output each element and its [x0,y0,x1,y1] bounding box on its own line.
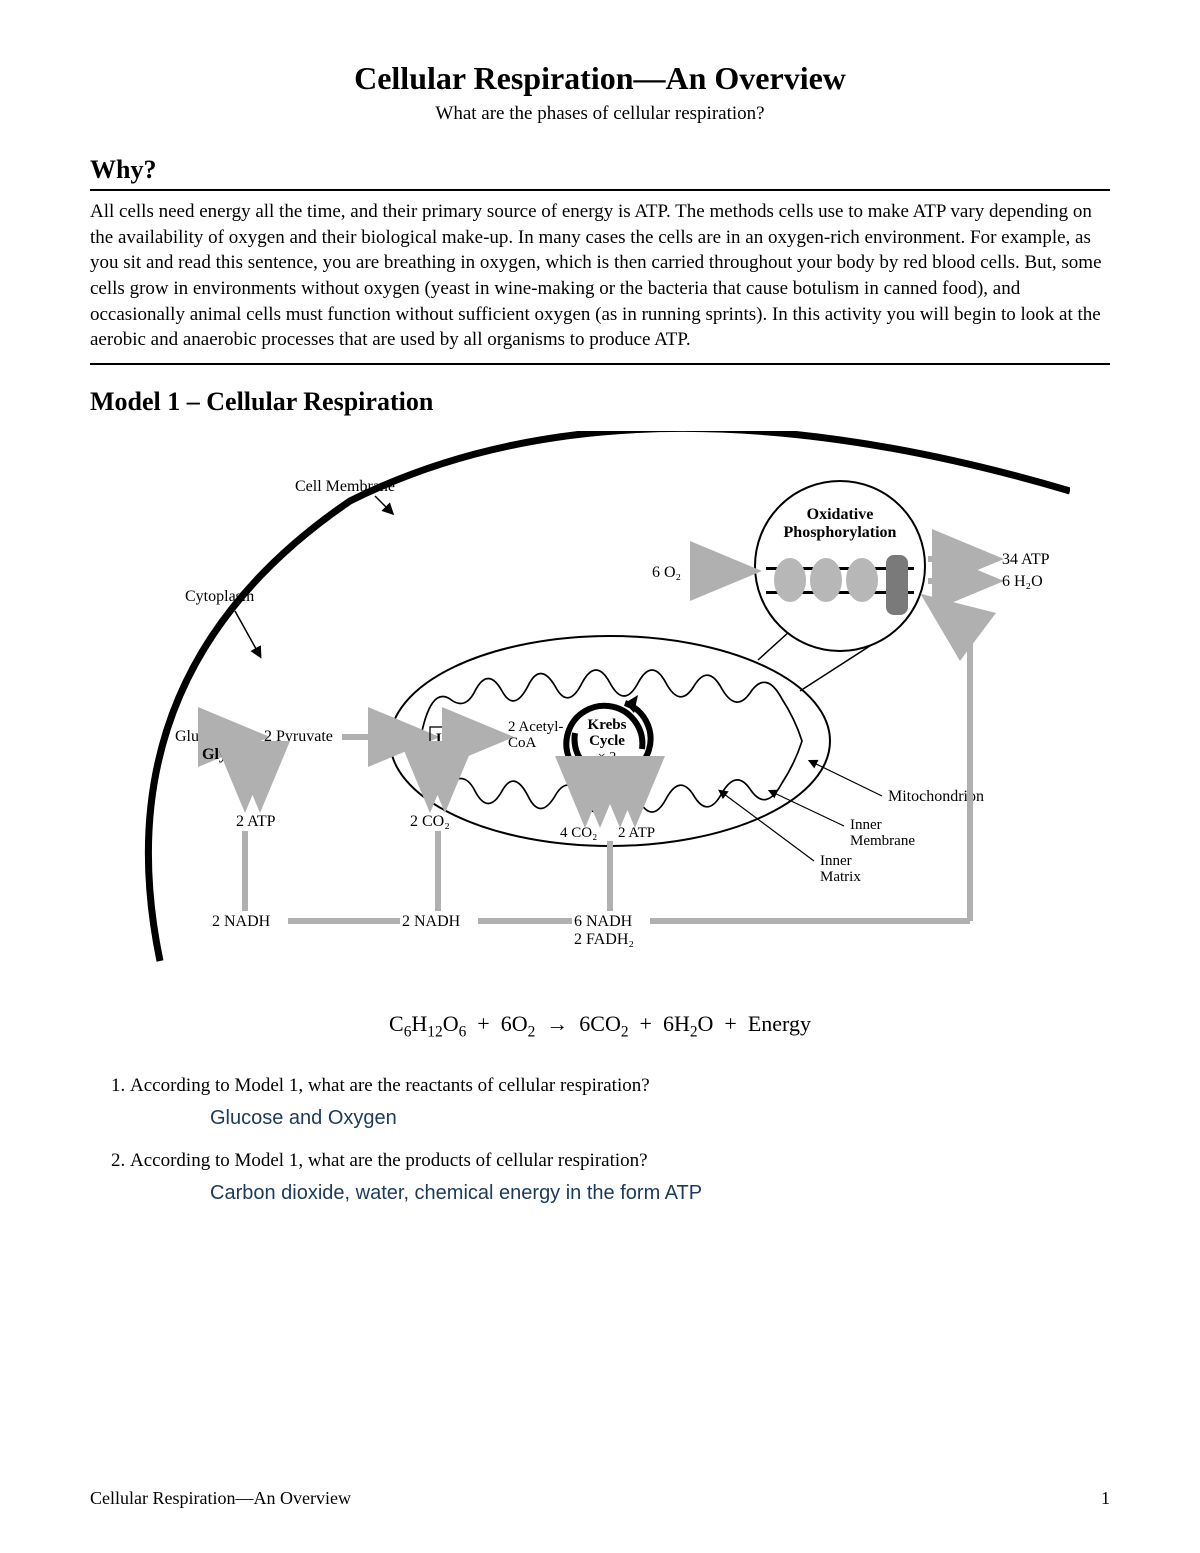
oxphos-protein-1 [774,558,806,602]
label-6o2: 6 O₂ [652,564,681,581]
label-glycolysis: Glycolysis [202,746,271,763]
pointer-inner-matrix [720,791,814,861]
question-1-text: According to Model 1, what are the react… [130,1075,650,1096]
page-footer: Cellular Respiration—An Overview 1 [90,1488,1110,1509]
page-title: Cellular Respiration—An Overview [90,60,1110,97]
oxphos-atp-synthase [886,555,908,615]
oxphos-protein-3 [846,558,878,602]
label-glucose: Glucose [175,728,227,745]
label-inner-membrane-2: Membrane [850,833,915,849]
label-oxidative: Oxidative [807,506,874,523]
question-2-text: According to Model 1, what are the produ… [130,1150,648,1171]
label-cytoplasm: Cytoplasm [185,588,255,605]
equation: C6H12O6 + 6O2 → 6CO2 + 6H2O + Energy [90,1011,1110,1041]
label-6nadh: 6 NADH [574,913,633,930]
connector-oxphos-1 [758,631,790,660]
label-cycle: Cycle [589,733,625,749]
pointer-mitochondrion [810,761,882,796]
footer-left: Cellular Respiration—An Overview [90,1488,351,1509]
label-2atp-b: 2 ATP [618,825,655,841]
question-list: According to Model 1, what are the react… [90,1075,1110,1205]
pointer-cell-membrane [375,496,392,513]
answer-1: Glucose and Oxygen [210,1107,1110,1130]
why-body: All cells need energy all the time, and … [90,199,1110,353]
model-heading: Model 1 – Cellular Respiration [90,387,1110,417]
label-inner-matrix-2: Matrix [820,869,861,885]
page-subtitle: What are the phases of cellular respirat… [90,103,1110,125]
footer-right: 1 [1101,1488,1110,1509]
label-inner-membrane-1: Inner [850,817,882,833]
label-2co2: 2 CO₂ [410,813,450,830]
question-1: According to Model 1, what are the react… [130,1075,1110,1130]
label-acetyl: 2 Acetyl- [508,719,563,735]
pointer-inner-membrane [770,791,844,826]
label-inner-matrix-1: Inner [820,853,852,869]
label-cell-membrane: Cell Membrane [295,478,395,495]
label-pyruvate: 2 Pyruvate [264,728,333,745]
label-2atp-a: 2 ATP [236,813,276,830]
cellular-respiration-diagram: Cell Membrane Cytoplasm Oxidative Phosph… [130,431,1070,991]
answer-2: Carbon dioxide, water, chemical energy i… [210,1182,1110,1205]
rule-top [90,189,1110,191]
label-2nadh-a: 2 NADH [212,913,271,930]
label-34atp: 34 ATP [1002,551,1050,568]
oxphos-protein-2 [810,558,842,602]
label-link: Link [436,731,468,747]
label-coa: CoA [508,735,537,751]
label-krebs: Krebs [588,717,627,733]
label-x2: × 2 [598,750,616,765]
label-2fadh2: 2 FADH₂ [574,931,634,948]
worksheet-page: Cellular Respiration—An Overview What ar… [0,0,1200,1553]
label-2nadh-b: 2 NADH [402,913,461,930]
why-heading: Why? [90,155,1110,185]
nadh-into-oxphos [930,601,970,631]
model-diagram: Cell Membrane Cytoplasm Oxidative Phosph… [90,431,1110,991]
label-6h2o: 6 H₂O [1002,573,1043,590]
pointer-cytoplasm [235,611,260,656]
label-phosphorylation: Phosphorylation [784,524,897,541]
label-4co2: 4 CO₂ [560,825,597,841]
rule-bottom [90,363,1110,365]
question-2: According to Model 1, what are the produ… [130,1150,1110,1205]
